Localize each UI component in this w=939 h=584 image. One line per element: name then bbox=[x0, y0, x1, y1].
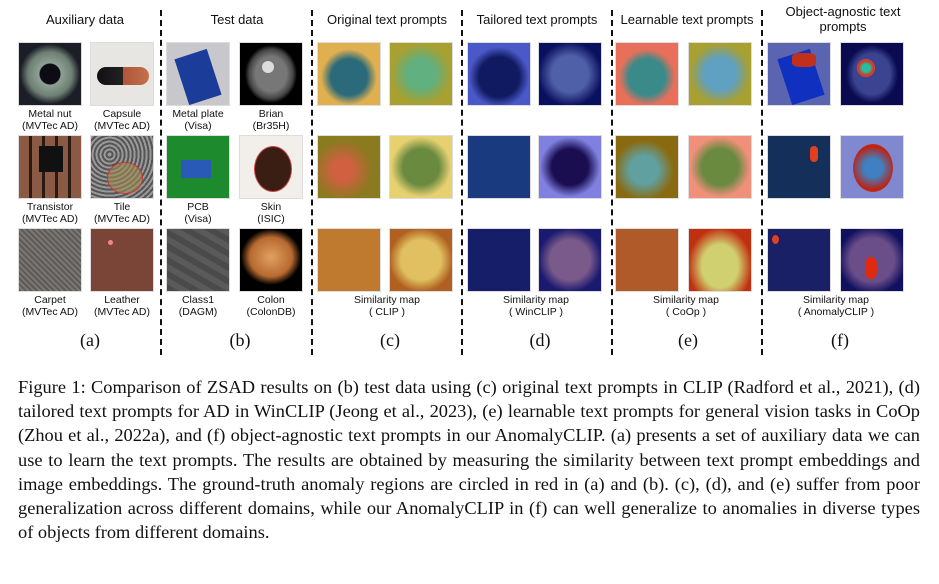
heatmap-clip-brain bbox=[389, 42, 453, 106]
image-carpet bbox=[18, 228, 82, 292]
heatmap-coop-skin bbox=[688, 135, 752, 199]
image-colon bbox=[239, 228, 303, 292]
heatmap-coop-metal-plate bbox=[615, 42, 679, 106]
image-capsule bbox=[90, 42, 154, 106]
dashed-separator bbox=[461, 10, 463, 355]
heatmap-anomalyclip-colon bbox=[840, 228, 904, 292]
dashed-separator bbox=[160, 10, 162, 355]
heatmap-anomalyclip-class1 bbox=[767, 228, 831, 292]
label-metal-nut: Metal nut (MVTec AD) bbox=[21, 108, 78, 132]
subfigure-letter-a: (a) bbox=[80, 330, 100, 350]
heatmap-coop-brain bbox=[688, 42, 752, 106]
label-skin: Skin (ISIC) bbox=[257, 201, 285, 225]
subfigure-letter-e: (e) bbox=[678, 330, 698, 350]
subfigure-letter-f: (f) bbox=[831, 330, 849, 350]
image-brain-mri bbox=[239, 42, 303, 106]
heatmap-winclip-metal-plate bbox=[467, 42, 531, 106]
label-carpet: Carpet (MVTec AD) bbox=[21, 294, 78, 318]
label-leather: Leather (MVTec AD) bbox=[93, 294, 150, 318]
image-skin bbox=[239, 135, 303, 199]
heatmap-clip-class1 bbox=[317, 228, 381, 292]
heatmap-anomalyclip-brain bbox=[840, 42, 904, 106]
dashed-separator bbox=[611, 10, 613, 355]
label-tile: Tile (MVTec AD) bbox=[93, 201, 150, 225]
section-title-original: Original text prompts bbox=[327, 12, 447, 27]
image-leather bbox=[90, 228, 154, 292]
heatmap-winclip-pcb bbox=[467, 135, 531, 199]
image-transistor bbox=[18, 135, 82, 199]
dashed-separator bbox=[311, 10, 313, 355]
heatmap-clip-colon bbox=[389, 228, 453, 292]
heatmap-coop-class1 bbox=[615, 228, 679, 292]
image-pcb bbox=[166, 135, 230, 199]
heatmap-winclip-skin bbox=[538, 135, 602, 199]
figure-caption: Figure 1: Comparison of ZSAD results on … bbox=[18, 375, 920, 544]
heatmap-coop-pcb bbox=[615, 135, 679, 199]
image-class1 bbox=[166, 228, 230, 292]
heatmap-winclip-class1 bbox=[467, 228, 531, 292]
heatmap-clip-metal-plate bbox=[317, 42, 381, 106]
heatmap-clip-pcb bbox=[317, 135, 381, 199]
label-capsule: Capsule (MVTec AD) bbox=[93, 108, 150, 132]
label-brain: Brian (Br35H) bbox=[252, 108, 290, 132]
heatmap-anomalyclip-skin bbox=[840, 135, 904, 199]
caption-text: Figure 1: Comparison of ZSAD results on … bbox=[18, 377, 920, 543]
heatmap-clip-skin bbox=[389, 135, 453, 199]
figure-panel: Auxiliary data Test data Original text p… bbox=[18, 4, 904, 355]
heatmap-anomalyclip-metal-plate bbox=[767, 42, 831, 106]
heatmap-anomalyclip-pcb bbox=[767, 135, 831, 199]
heatmap-winclip-colon bbox=[538, 228, 602, 292]
subfigure-letter-c: (c) bbox=[380, 330, 400, 350]
image-metal-nut bbox=[18, 42, 82, 106]
section-title-test: Test data bbox=[210, 12, 264, 27]
label-transistor: Transistor (MVTec AD) bbox=[21, 201, 78, 225]
label-class1: Class1 (DAGM) bbox=[178, 294, 218, 318]
label-colon: Colon (ColonDB) bbox=[246, 294, 296, 318]
heatmap-winclip-brain bbox=[538, 42, 602, 106]
similarity-label-coop: Similarity map( CoOp ) bbox=[653, 294, 719, 318]
heatmap-coop-colon bbox=[688, 228, 752, 292]
similarity-label-anomalyclip: Similarity map( AnomalyCLIP ) bbox=[797, 294, 875, 318]
label-metal-plate: Metal plate (Visa) bbox=[172, 108, 224, 132]
label-pcb: PCB (Visa) bbox=[184, 201, 212, 225]
dashed-separator bbox=[761, 10, 763, 355]
section-title-auxiliary: Auxiliary data bbox=[45, 12, 125, 27]
section-title-tailored: Tailored text prompts bbox=[476, 12, 598, 27]
image-metal-plate bbox=[166, 42, 230, 106]
subfigure-letter-d: (d) bbox=[529, 330, 551, 350]
image-tile bbox=[90, 135, 154, 199]
similarity-label-winclip: Similarity map( WinCLIP ) bbox=[503, 294, 569, 318]
section-title-learnable: Learnable text prompts bbox=[620, 12, 754, 27]
subfigure-letter-b: (b) bbox=[229, 330, 251, 350]
similarity-label-clip: Similarity map( CLIP ) bbox=[354, 294, 420, 318]
section-title-object-agnostic: Object-agnostic text prompts bbox=[785, 4, 901, 34]
